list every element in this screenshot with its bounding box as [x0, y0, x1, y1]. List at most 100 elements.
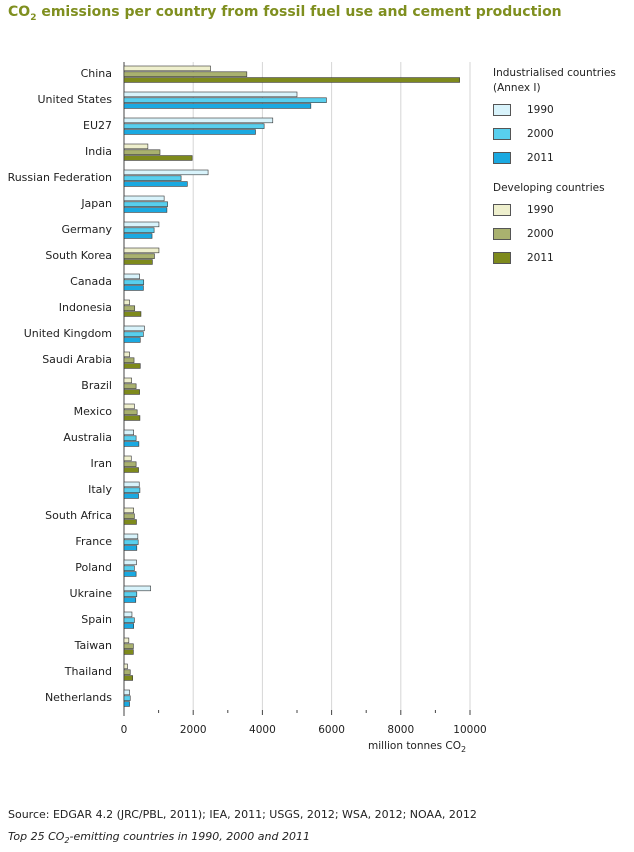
category-label: Spain — [81, 613, 112, 626]
bar-1990 — [123, 247, 160, 254]
category-label: South Africa — [45, 509, 112, 522]
bar-2011 — [123, 311, 142, 317]
bar-2000 — [123, 253, 155, 259]
category-label: France — [75, 535, 112, 548]
bar-2000 — [123, 617, 135, 623]
bar-1990 — [123, 273, 140, 280]
legend-item-dev-2011: 2011 — [493, 252, 554, 264]
category-label: Australia — [63, 431, 112, 444]
bar-1990 — [123, 299, 130, 306]
bar-1990 — [123, 195, 165, 202]
bar-1990 — [123, 559, 137, 566]
category-label: China — [81, 67, 112, 80]
x-tick-label: 6000 — [318, 724, 345, 736]
bar-2000 — [123, 357, 135, 363]
bar-2000 — [123, 461, 137, 467]
category-label: Mexico — [74, 405, 113, 418]
bar-2000 — [123, 331, 144, 337]
legend-item-ind-2000: 2000 — [493, 128, 554, 140]
legend-swatch — [493, 152, 511, 164]
bar-1990 — [123, 637, 130, 644]
legend-swatch — [493, 104, 511, 116]
bar-2011 — [123, 623, 134, 629]
bar-1990 — [123, 611, 133, 618]
bar-1990 — [123, 429, 134, 436]
bar-2011 — [123, 675, 133, 681]
x-tick-label: 8000 — [387, 724, 414, 736]
chart-title: CO2 emissions per country from fossil fu… — [8, 4, 562, 23]
bar-2000 — [123, 175, 182, 181]
bar-2000 — [123, 513, 135, 519]
bar-2000 — [123, 123, 265, 129]
category-label: Italy — [88, 483, 112, 496]
bar-2011 — [123, 701, 130, 707]
category-label: Russian Federation — [8, 171, 112, 184]
category-label: Indonesia — [59, 301, 112, 314]
bar-1990 — [123, 325, 145, 332]
bar-2011 — [123, 129, 256, 135]
bar-2011 — [123, 597, 137, 603]
bar-2000 — [123, 383, 137, 389]
bar-2000 — [123, 71, 248, 77]
x-tick-label: 10000 — [453, 724, 486, 736]
bar-chart: 0 2000 4000 6000 8000 10000 China United States… — [8, 62, 487, 736]
category-label: Poland — [75, 561, 112, 574]
legend-swatch — [493, 228, 511, 240]
bar-1990 — [123, 91, 298, 98]
legend-item-dev-2000: 2000 — [493, 228, 554, 240]
bar-1990 — [123, 221, 160, 228]
bar-2000 — [123, 643, 134, 649]
category-label: Thailand — [64, 665, 112, 678]
bar-1990 — [123, 533, 139, 540]
bar-1990 — [123, 585, 151, 592]
bar-2011 — [123, 415, 141, 421]
category-label: United Kingdom — [24, 327, 112, 340]
legend-heading-developing: Developing countries — [493, 182, 605, 194]
bar-2011 — [123, 207, 168, 213]
legend-item-ind-1990: 1990 — [493, 104, 554, 116]
bar-2000 — [123, 409, 138, 415]
bar-2000 — [123, 669, 131, 675]
bar-2011 — [123, 441, 140, 447]
bar-2011 — [123, 181, 188, 187]
bar-2011 — [123, 285, 144, 291]
legend-swatch — [493, 252, 511, 264]
category-label: India — [85, 145, 112, 158]
bar-1990 — [123, 507, 134, 514]
category-label: Taiwan — [74, 639, 112, 652]
bar-2011 — [123, 571, 137, 577]
category-label: South Korea — [45, 249, 112, 262]
category-label: Canada — [70, 275, 112, 288]
bar-2000 — [123, 591, 138, 597]
bar-2000 — [123, 279, 145, 285]
bar-1990 — [123, 663, 128, 670]
category-label: United States — [38, 93, 113, 106]
bar-2011 — [123, 337, 141, 343]
legend-item-ind-2011: 2011 — [493, 152, 554, 164]
bar-1990 — [123, 689, 130, 696]
bar-1990 — [123, 455, 132, 462]
category-label: Brazil — [81, 379, 112, 392]
bar-1990 — [123, 377, 132, 384]
bar-2000 — [123, 227, 155, 233]
bar-2011 — [123, 103, 312, 109]
bar-2000 — [123, 305, 136, 311]
bar-2000 — [123, 487, 141, 493]
bar-2011 — [123, 389, 140, 395]
legend-item-dev-1990: 1990 — [493, 204, 554, 216]
legend-heading-industrialised: Industrialised countries (Annex I) — [493, 67, 616, 94]
bar-2011 — [123, 493, 139, 499]
bar-1990 — [123, 481, 140, 488]
x-tick-label: 4000 — [249, 724, 276, 736]
bar-2011 — [123, 545, 138, 551]
x-tick-label: 2000 — [180, 724, 207, 736]
bar-1990 — [123, 403, 135, 410]
x-tick-label: 0 — [121, 724, 128, 736]
legend-swatch — [493, 128, 511, 140]
bar-2011 — [123, 519, 137, 525]
bar-1990 — [123, 65, 211, 72]
bar-2011 — [123, 233, 153, 239]
x-axis-label: million tonnes CO2 — [368, 740, 467, 755]
figure-caption: Top 25 CO2-emitting countries in 1990, 2… — [8, 830, 310, 846]
category-label: Iran — [91, 457, 113, 470]
